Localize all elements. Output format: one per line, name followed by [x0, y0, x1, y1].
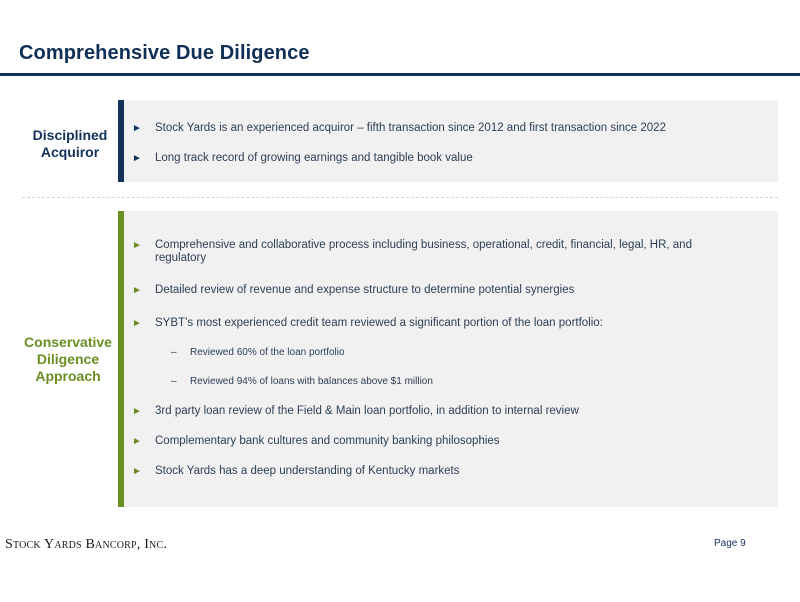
bullet-item: ► Long track record of growing earnings …: [132, 152, 473, 165]
sub-bullet-text: Reviewed 60% of the loan portfolio: [190, 347, 345, 358]
sub-bullet-text: Reviewed 94% of loans with balances abov…: [190, 376, 433, 387]
bullet-item: ► Stock Yards has a deep understanding o…: [132, 465, 460, 478]
bullet-item: ► 3rd party loan review of the Field & M…: [132, 405, 579, 418]
section-label-disciplined-acquiror: Disciplined Acquiror: [20, 127, 120, 161]
company-logo-text: Stock Yards Bancorp, Inc.: [5, 537, 168, 552]
section-label-conservative-diligence: Conservative Diligence Approach: [18, 334, 118, 385]
bullet-text: SYBT’s most experienced credit team revi…: [155, 317, 603, 329]
sub-bullet-item: – Reviewed 94% of loans with balances ab…: [132, 376, 433, 388]
bullet-text: Stock Yards is an experienced acquiror –…: [155, 122, 666, 134]
bullet-item: ► Complementary bank cultures and commun…: [132, 435, 500, 448]
arrow-bullet-icon: ►: [132, 240, 142, 251]
bullet-text: Detailed review of revenue and expense s…: [155, 284, 575, 296]
arrow-bullet-icon: ►: [132, 406, 142, 417]
arrow-bullet-icon: ►: [132, 318, 142, 329]
arrow-bullet-icon: ►: [132, 436, 142, 447]
sub-bullet-item: – Reviewed 60% of the loan portfolio: [132, 347, 345, 359]
bullet-item: ► Detailed review of revenue and expense…: [132, 284, 574, 297]
page-number: Page 9: [714, 538, 746, 549]
section-label-line: Disciplined: [32, 127, 108, 143]
section-label-line: Approach: [35, 368, 101, 384]
bullet-item: ► Comprehensive and collaborative proces…: [132, 239, 728, 265]
arrow-bullet-icon: ►: [132, 285, 142, 296]
arrow-bullet-icon: ►: [132, 153, 142, 164]
bullet-text: Long track record of growing earnings an…: [155, 152, 473, 164]
accent-bar: [118, 211, 124, 507]
dash-bullet-icon: –: [171, 347, 177, 358]
arrow-bullet-icon: ►: [132, 123, 142, 134]
disciplined-acquiror-panel: ► Stock Yards is an experienced acquiror…: [118, 100, 778, 182]
dash-bullet-icon: –: [171, 376, 177, 387]
bullet-text: Complementary bank cultures and communit…: [155, 435, 500, 447]
bullet-text: Stock Yards has a deep understanding of …: [155, 465, 460, 477]
section-label-line: Conservative: [24, 334, 112, 350]
conservative-diligence-panel: ► Comprehensive and collaborative proces…: [118, 211, 778, 507]
section-divider: [22, 197, 778, 198]
arrow-bullet-icon: ►: [132, 466, 142, 477]
title-rule: [0, 73, 800, 76]
section-label-line: Diligence: [36, 351, 100, 367]
accent-bar: [118, 100, 124, 182]
bullet-text: 3rd party loan review of the Field & Mai…: [155, 405, 579, 417]
bullet-item: ► SYBT’s most experienced credit team re…: [132, 317, 603, 330]
bullet-item: ► Stock Yards is an experienced acquiror…: [132, 122, 666, 135]
page-title: Comprehensive Due Diligence: [19, 42, 310, 64]
bullet-text: Comprehensive and collaborative process …: [155, 239, 692, 264]
section-label-line: Acquiror: [40, 144, 100, 160]
